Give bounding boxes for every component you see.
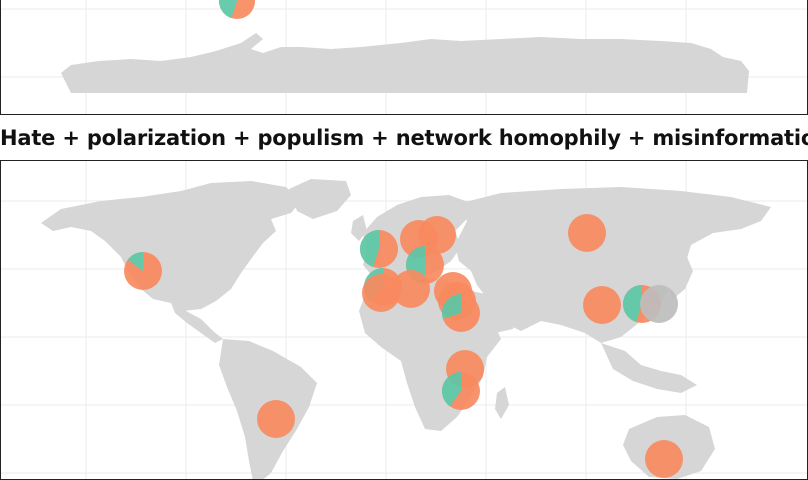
marker-australia <box>645 440 683 478</box>
marker-korea-slice-teal <box>623 285 642 323</box>
marker-levant-slice-teal <box>442 294 461 319</box>
japan-shape <box>669 257 693 299</box>
bottom-marker-group <box>124 214 683 478</box>
marker-japan <box>640 285 678 323</box>
marker-russia <box>568 214 606 252</box>
asia-shape <box>455 187 771 343</box>
marker-iberia <box>362 274 400 312</box>
marker-uk <box>360 230 398 268</box>
panel-title: Hate + polarization + populism + network… <box>0 126 808 150</box>
marker-mediterranean-slice-orange <box>392 270 430 308</box>
marker-mediterranean <box>392 270 430 308</box>
world-map-top <box>1 0 807 114</box>
map-panel-bottom <box>0 160 808 480</box>
marker-levant <box>442 294 480 332</box>
north-america-shape <box>41 181 301 311</box>
marker-us-west-slice-teal <box>127 252 143 271</box>
marker-brazil <box>257 400 295 438</box>
marker-us-west <box>124 252 162 290</box>
marker-australia-slice-orange <box>645 440 683 478</box>
antarctica-shape <box>61 33 749 93</box>
marker-uk-slice-teal <box>360 230 379 268</box>
top-marker-left-slice-teal <box>219 0 237 19</box>
southeast-asia-shape <box>601 343 697 393</box>
marker-kenya <box>442 372 480 410</box>
marker-russia-slice-orange <box>568 214 606 252</box>
greenland-shape <box>289 179 351 219</box>
map-panel-top <box>0 0 808 115</box>
top-marker-left <box>219 0 255 19</box>
central-america-shape <box>171 303 223 343</box>
madagascar-shape <box>495 387 509 419</box>
world-map-bottom <box>1 161 807 479</box>
marker-brazil-slice-orange <box>257 400 295 438</box>
marker-baltic-slice-orange <box>418 216 456 254</box>
top-marker-group <box>219 0 255 19</box>
marker-baltic <box>418 216 456 254</box>
arabia-shape <box>471 291 521 333</box>
uk-shape <box>351 215 367 241</box>
marker-kenya-slice-teal <box>442 372 461 407</box>
continents <box>41 179 771 479</box>
marker-iberia-slice-orange <box>362 274 400 312</box>
marker-china <box>583 286 621 324</box>
marker-japan-slice <box>640 285 678 323</box>
marker-china-slice-orange <box>583 286 621 324</box>
